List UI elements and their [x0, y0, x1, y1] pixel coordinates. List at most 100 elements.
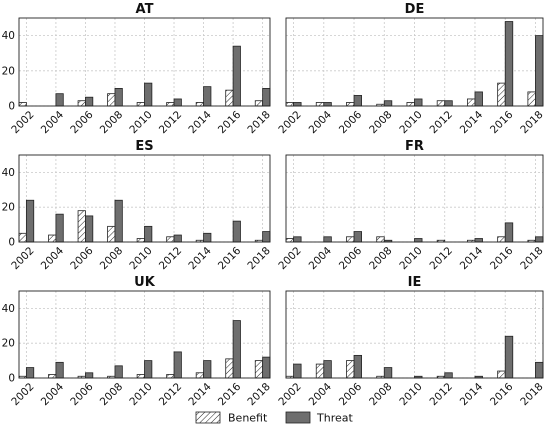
x-tick-label: 2012: [157, 381, 184, 408]
bar-threat-2014: [474, 238, 483, 243]
x-tick-label: 2014: [458, 109, 486, 137]
x-tick-label: 2010: [127, 109, 154, 136]
bar-threat-2004: [55, 93, 64, 107]
x-tick-label: 2012: [157, 245, 184, 272]
bar-benefit-2018: [254, 100, 264, 107]
bar-benefit-2008: [376, 236, 385, 243]
bar-benefit-2016: [497, 236, 506, 243]
bar-benefit-2014: [195, 102, 204, 107]
x-tick-label: 2008: [367, 381, 394, 408]
legend: Benefit Threat: [195, 412, 353, 425]
x-tick-label: 2008: [98, 109, 125, 136]
bar-benefit-2008: [107, 225, 116, 243]
x-tick-label: 2008: [367, 109, 394, 136]
bar-benefit-2010: [136, 238, 145, 243]
bar-threat-2008: [114, 365, 123, 379]
legend-label-threat: Threat: [316, 412, 353, 425]
bar-benefit-2014: [195, 372, 204, 379]
bar-threat-2006: [353, 231, 362, 243]
bar-threat-2008: [383, 367, 393, 379]
x-tick-label: 2008: [98, 381, 125, 408]
x-tick-label: 2018: [245, 109, 272, 136]
bar-threat-2006: [85, 372, 94, 379]
bar-benefit-2008: [107, 93, 116, 107]
y-tick-label: 40: [2, 30, 15, 42]
bar-benefit-2018: [254, 360, 264, 379]
x-tick-label: 2006: [337, 381, 365, 409]
bar-threat-2010: [414, 98, 423, 107]
bar-benefit-2002: [18, 102, 27, 107]
bar-threat-2018: [535, 35, 544, 107]
bar-threat-2008: [114, 88, 123, 107]
x-tick-label: 2012: [157, 109, 184, 136]
bar-threat-2002: [293, 236, 302, 243]
bar-benefit-2006: [77, 100, 86, 107]
bar-benefit-2004: [48, 374, 57, 379]
bar-benefit-2004: [315, 363, 325, 379]
bar-threat-2014: [203, 360, 212, 379]
x-tick-label: 2002: [276, 109, 303, 136]
panel-title: IE: [408, 275, 422, 290]
panel-title: AT: [136, 2, 154, 17]
bar-benefit-2006: [77, 210, 86, 243]
x-tick-label: 2008: [367, 245, 394, 272]
bar-benefit-2004: [48, 234, 57, 243]
bar-benefit-2002: [285, 102, 294, 107]
bar-threat-2002: [293, 102, 302, 107]
bar-threat-2012: [173, 351, 182, 379]
x-tick-label: 2012: [428, 245, 455, 272]
x-tick-label: 2016: [216, 245, 244, 273]
x-tick-label: 2002: [276, 245, 303, 272]
x-tick-label: 2004: [307, 381, 335, 409]
bar-benefit-2006: [346, 102, 355, 107]
bar-threat-2004: [55, 361, 64, 379]
bar-threat-2002: [293, 363, 302, 379]
bar-threat-2002: [25, 367, 35, 379]
chart-panel-de: 2002 2004 2006 2008 2010 2012 2014 2016 2018 DE: [276, 2, 545, 136]
x-tick-label: 2014: [458, 245, 486, 273]
x-tick-label: 2002: [9, 245, 36, 272]
y-tick-label: 20: [2, 338, 15, 350]
bar-threat-2016: [232, 45, 241, 107]
bar-threat-2016: [504, 222, 514, 243]
bar-threat-2006: [85, 215, 94, 243]
bar-threat-2010: [144, 360, 153, 379]
x-tick-label: 2018: [245, 245, 272, 272]
x-tick-label: 2010: [127, 245, 154, 272]
bar-benefit-2006: [346, 360, 355, 379]
bar-threat-2004: [323, 102, 332, 107]
x-tick-label: 2006: [68, 109, 96, 137]
x-tick-label: 2004: [307, 245, 335, 273]
bar-benefit-2012: [436, 100, 446, 107]
x-tick-label: 2018: [518, 109, 545, 136]
x-tick-label: 2016: [216, 381, 244, 409]
y-tick-label: 0: [8, 101, 15, 113]
chart-panel-fr: 2002 2004 2006 2008 2010 2012 2014 2016 2018 FR: [276, 139, 545, 272]
bar-benefit-2016: [497, 82, 506, 107]
bar-benefit-2002: [18, 232, 27, 243]
bar-threat-2008: [114, 199, 123, 243]
x-tick-label: 2006: [337, 109, 365, 137]
bar-threat-2012: [444, 100, 453, 107]
x-tick-label: 2006: [68, 381, 96, 409]
bar-threat-2016: [504, 335, 514, 379]
x-tick-label: 2006: [68, 245, 96, 273]
bar-threat-2018: [535, 236, 544, 243]
x-tick-label: 2004: [39, 381, 67, 409]
x-tick-label: 2010: [397, 381, 424, 408]
plot-frame: [285, 290, 544, 379]
bar-threat-2012: [444, 372, 453, 379]
bar-benefit-2012: [166, 236, 175, 243]
bar-benefit-2002: [285, 238, 294, 243]
x-tick-label: 2014: [186, 245, 214, 273]
x-tick-label: 2002: [9, 109, 36, 136]
panel-title: UK: [134, 275, 156, 290]
bar-threat-2002: [25, 199, 35, 243]
x-tick-label: 2006: [337, 245, 365, 273]
bar-threat-2006: [353, 354, 362, 379]
x-tick-label: 2010: [127, 381, 154, 408]
x-tick-label: 2014: [186, 381, 214, 409]
x-tick-label: 2012: [428, 381, 455, 408]
x-tick-label: 2012: [428, 109, 455, 136]
x-tick-label: 2010: [397, 109, 424, 136]
